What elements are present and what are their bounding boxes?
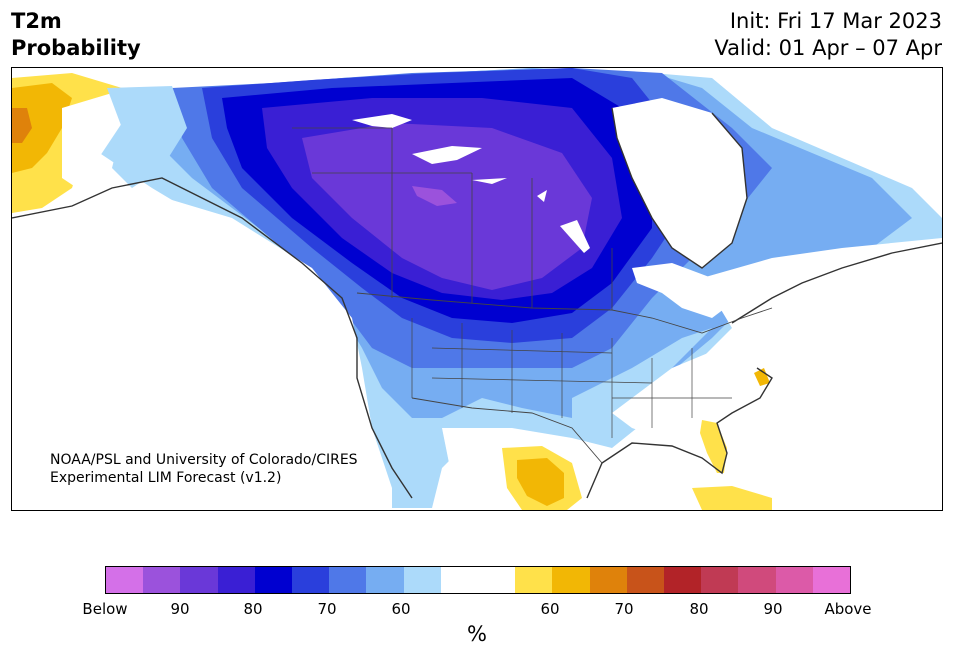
colorbar-cell xyxy=(775,567,813,593)
colorbar-cell xyxy=(738,567,776,593)
warm-cuba xyxy=(692,486,772,510)
province-lines xyxy=(292,127,613,310)
colorbar-cell xyxy=(366,567,404,593)
band-light-blue-south xyxy=(572,328,712,448)
colorbar-cell xyxy=(701,567,739,593)
colorbar-cell xyxy=(664,567,702,593)
forecast-dates: Init: Fri 17 Mar 2023 Valid: 01 Apr – 07… xyxy=(714,8,942,62)
probability-map: NOAA/PSL and University of Colorado/CIRE… xyxy=(11,67,943,511)
title-variable: T2m xyxy=(11,9,62,33)
warm-carolina xyxy=(754,368,770,386)
us-mexico-border xyxy=(411,397,603,464)
band-lavender xyxy=(412,186,457,206)
colorbar-cell xyxy=(217,567,255,593)
colorbar-cell xyxy=(440,567,479,593)
colorbar-cell xyxy=(254,567,293,593)
us-canada-border xyxy=(356,292,773,334)
credit-line-1: NOAA/PSL and University of Colorado/CIRE… xyxy=(50,452,358,468)
colorbar-cell xyxy=(589,567,627,593)
colorbar-tick-label: 90 xyxy=(763,600,783,618)
title-type: Probability xyxy=(11,36,141,60)
colorbar-cell xyxy=(478,567,516,593)
hudson-bay xyxy=(612,98,747,268)
colorbar-tick-label: 70 xyxy=(317,600,337,618)
valid-range: Valid: 01 Apr – 07 Apr xyxy=(714,36,942,60)
colorbar-tick-label: 80 xyxy=(243,600,263,618)
colorbar-cell xyxy=(403,567,441,593)
neutral-alaska xyxy=(62,93,132,188)
init-date: Init: Fri 17 Mar 2023 xyxy=(729,9,942,33)
warm-alaska-core xyxy=(12,83,72,173)
great-lakes xyxy=(632,263,732,318)
lake-athabasca xyxy=(472,178,507,184)
colorbar-tick-label: Above xyxy=(824,600,872,618)
colorbar-cell xyxy=(329,567,367,593)
hudson-bay-coast xyxy=(611,107,748,269)
warm-mexico-core xyxy=(517,458,564,506)
coastline-west xyxy=(12,177,413,499)
colorbar-cell xyxy=(292,567,330,593)
lake-reindeer xyxy=(537,190,547,202)
band-violet xyxy=(302,123,592,290)
credit-line-2: Experimental LIM Forecast (v1.2) xyxy=(50,470,282,486)
band-light-blue-alaska xyxy=(107,86,187,188)
colorbar-cell xyxy=(812,567,851,593)
colorbar-tick-label: 70 xyxy=(614,600,634,618)
colorbar-tick-label: 60 xyxy=(540,600,560,618)
credit-text: NOAA/PSL and University of Colorado/CIRE… xyxy=(50,451,358,487)
colorbar-cell xyxy=(552,567,590,593)
colorbar xyxy=(105,566,851,594)
lake-great-bear xyxy=(352,114,412,128)
coastline-east xyxy=(586,242,942,499)
colorbar-tick-label: 60 xyxy=(391,600,411,618)
state-lines xyxy=(411,318,732,438)
pacific-ocean xyxy=(12,188,392,510)
colorbar-unit: % xyxy=(467,622,487,646)
colorbar-cell xyxy=(143,567,181,593)
lake-winnipeg xyxy=(560,220,590,253)
atlantic-ocean xyxy=(672,238,942,510)
colorbar-tick-label: 90 xyxy=(170,600,190,618)
lake-great-slave xyxy=(412,146,482,164)
colorbar-tick-label: 80 xyxy=(689,600,709,618)
map-title: T2m Probability xyxy=(11,8,141,62)
colorbar-tick-label: Below xyxy=(82,600,128,618)
warm-alaska-edge xyxy=(12,108,32,143)
colorbar-cell xyxy=(626,567,665,593)
map-canvas xyxy=(12,68,942,510)
colorbar-cell xyxy=(515,567,553,593)
colorbar-cell xyxy=(106,567,144,593)
colorbar-cell xyxy=(180,567,218,593)
